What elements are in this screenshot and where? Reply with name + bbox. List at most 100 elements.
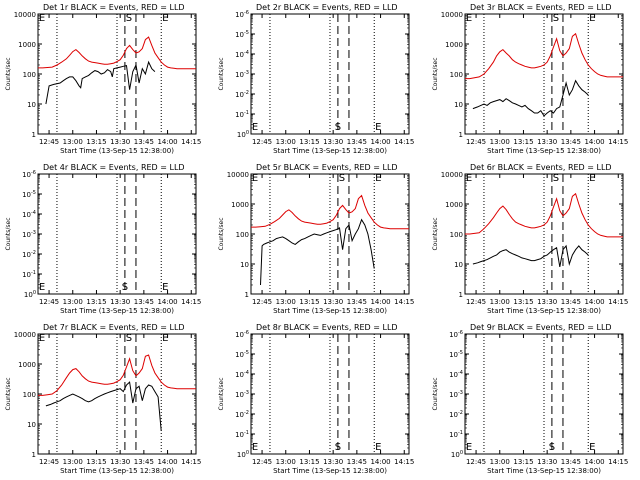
y-tick-label: 10-2 [235,90,249,99]
x-tick-label: 13:00 [63,298,83,306]
x-tick-label: 12:45 [39,458,59,466]
end-marker-label: E [375,122,381,133]
events-series-line [45,381,162,431]
panel-2: Det 2r BLACK = Events, RED = LLD Counts/s… [218,3,414,155]
y-tick-label: 1000 [18,361,36,369]
events-series-line [45,60,156,105]
y-axis-label: Counts/sec [432,57,439,90]
x-tick-label: 14:15 [181,298,201,306]
panel-1: Det 1r BLACK = Events, RED = LLD Counts/s… [5,3,201,155]
x-tick-label: 14:15 [608,298,628,306]
y-tick-exponent: -3 [244,390,249,396]
y-axis-label: Counts/sec [218,217,225,250]
x-tick-label: 12:45 [466,298,486,306]
y-tick-label: 10-6 [235,10,249,19]
lld-series-line [38,354,196,396]
y-tick-label: 10-5 [449,350,463,359]
x-tick-label: 12:45 [466,138,486,146]
x-tick-label: 13:00 [490,298,510,306]
panel-title: Det 9r BLACK = Events, RED = LLD [470,323,612,332]
y-tick-exponent: -1 [458,430,463,436]
y-tick-label: 10-6 [22,170,36,179]
x-tick-label: 13:45 [134,138,154,146]
y-tick-exponent: -1 [244,110,249,116]
start-marker-label: S [339,173,345,184]
x-tick-label: 14:15 [608,458,628,466]
lld-series-line [465,32,623,80]
y-tick-exponent: -4 [244,50,249,56]
x-tick-label: 13:45 [561,298,581,306]
x-tick-label: 14:00 [370,458,390,466]
y-tick-label: 10-1 [449,430,463,439]
y-tick-exponent: -3 [458,390,463,396]
x-tick-label: 13:15 [299,138,319,146]
x-tick-label: 14:15 [181,138,201,146]
panel-7: Det 7r BLACK = Events, RED = LLD Counts/s… [5,323,201,475]
y-tick-label: 100 [237,130,249,139]
x-tick-label: 13:15 [86,298,106,306]
x-tick-label: 13:15 [513,298,533,306]
x-tick-label: 14:00 [584,458,604,466]
y-tick-label: 10-3 [235,70,249,79]
y-tick-label: 10-3 [22,230,36,239]
y-tick-exponent: -6 [244,10,249,16]
x-tick-label: 14:15 [181,458,201,466]
y-tick-exponent: 0 [33,290,36,296]
x-axis-label: Start Time (13-Sep-15 12:38:00) [273,147,387,155]
x-axis-label: Start Time (13-Sep-15 12:38:00) [273,307,387,315]
panel-5: Det 5r BLACK = Events, RED = LLD Counts/s… [218,163,414,315]
x-tick-label: 13:45 [347,458,367,466]
y-tick-exponent: -5 [458,350,463,356]
start-marker-label: S [126,13,132,24]
y-tick-exponent: -6 [458,330,463,336]
x-tick-label: 13:00 [490,138,510,146]
x-tick-label: 13:30 [110,458,130,466]
y-tick-exponent: -1 [31,270,36,276]
y-tick-label: 10-4 [449,370,463,379]
start-marker-label: S [553,13,559,24]
x-tick-label: 13:30 [323,298,343,306]
y-tick-label: 10-3 [235,390,249,399]
x-tick-label: 13:15 [513,458,533,466]
y-tick-label: 100 [23,71,36,79]
x-tick-label: 13:45 [561,138,581,146]
y-tick-label: 100 [237,450,249,459]
x-tick-label: 12:45 [252,458,272,466]
x-axis-label: Start Time (13-Sep-15 12:38:00) [487,307,601,315]
events-series-line [472,244,589,267]
x-tick-label: 13:00 [276,138,296,146]
y-tick-label: 10 [240,261,249,269]
edge-marker-label: E [252,442,258,453]
y-tick-exponent: -4 [31,210,36,216]
x-tick-label: 13:15 [513,138,533,146]
start-marker-label: S [335,442,341,453]
lld-series-line [251,194,409,230]
edge-marker-label: E [466,13,472,24]
x-tick-label: 13:00 [63,138,83,146]
y-tick-label: 10-2 [449,410,463,419]
x-tick-label: 13:30 [537,298,557,306]
x-tick-label: 13:00 [276,298,296,306]
y-axis-label: Counts/sec [5,217,12,250]
x-tick-label: 13:15 [299,298,319,306]
x-tick-label: 12:45 [252,298,272,306]
end-marker-label: E [589,442,595,453]
x-tick-label: 13:45 [347,298,367,306]
x-tick-label: 14:00 [157,298,177,306]
end-marker-label: E [162,282,168,293]
y-tick-label: 10-4 [235,50,249,59]
y-tick-label: 1000 [231,201,249,209]
panel-title: Det 5r BLACK = Events, RED = LLD [256,163,398,172]
y-tick-exponent: -3 [31,230,36,236]
x-tick-label: 12:45 [39,138,59,146]
y-tick-label: 10 [454,261,463,269]
y-tick-exponent: -2 [31,250,36,256]
y-tick-label: 10-4 [22,210,36,219]
panel-6: Det 6r BLACK = Events, RED = LLD Counts/s… [432,163,628,315]
x-axis-label: Start Time (13-Sep-15 12:38:00) [60,467,174,475]
events-series-line [260,218,375,286]
x-tick-label: 13:15 [299,458,319,466]
y-tick-label: 100 [236,231,249,239]
x-tick-label: 14:15 [394,138,414,146]
